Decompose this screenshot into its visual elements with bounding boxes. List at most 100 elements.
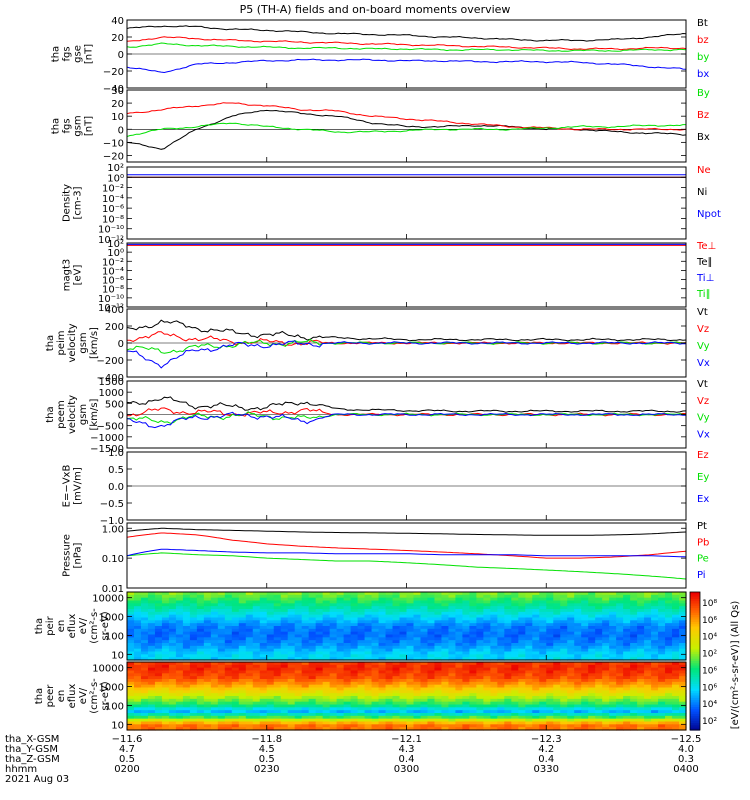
heatmap-cell xyxy=(140,710,149,714)
heatmap-cell xyxy=(280,713,289,717)
heatmap-cell xyxy=(392,657,401,661)
heatmap-cell xyxy=(127,637,135,641)
heatmap-cell xyxy=(441,614,450,619)
colorbar-segment xyxy=(690,654,700,657)
heatmap-cell xyxy=(266,657,275,661)
heatmap-cell xyxy=(140,654,149,658)
heatmap-cell xyxy=(329,681,338,686)
heatmap-cell xyxy=(595,640,603,644)
heatmap-cell xyxy=(301,662,310,666)
heatmap-cell xyxy=(679,718,687,723)
heatmap-cell xyxy=(532,606,540,610)
heatmap-cell xyxy=(497,597,505,602)
heatmap-cell xyxy=(364,721,373,725)
heatmap-cell xyxy=(637,637,645,641)
heatmap-cell xyxy=(469,640,477,644)
heatmap-cell xyxy=(483,724,491,728)
heatmap-cell xyxy=(630,628,638,633)
heatmap-cell xyxy=(196,662,205,666)
heatmap-cell xyxy=(532,592,540,596)
heatmap-cell xyxy=(546,662,554,666)
heatmap-cell xyxy=(539,676,547,680)
heatmap-cell xyxy=(161,628,170,633)
heatmap-cell xyxy=(462,606,470,610)
heatmap-cell xyxy=(532,698,540,703)
heatmap-cell xyxy=(203,684,212,689)
heatmap-cell xyxy=(581,707,589,711)
heatmap-cell xyxy=(224,681,233,686)
heatmap-cell xyxy=(217,620,226,624)
y-axis-label: fgs xyxy=(62,46,73,61)
heatmap-cell xyxy=(203,611,212,616)
heatmap-cell xyxy=(644,687,652,691)
heatmap-cell xyxy=(182,620,191,624)
heatmap-cell xyxy=(497,727,505,731)
heatmap-cell xyxy=(238,617,247,621)
heatmap-cell xyxy=(490,667,498,672)
heatmap-cell xyxy=(469,698,477,703)
y-axis-label: gsm xyxy=(78,332,89,353)
heatmap-cell xyxy=(301,640,310,644)
heatmap-cell xyxy=(273,698,282,703)
heatmap-cell xyxy=(203,617,212,621)
heatmap-cell xyxy=(672,603,680,607)
heatmap-cell xyxy=(644,654,652,658)
heatmap-cell xyxy=(665,664,673,669)
heatmap-cell xyxy=(511,715,519,720)
heatmap-cell xyxy=(616,693,624,697)
y-axis-label: tha xyxy=(45,335,56,351)
heatmap-cell xyxy=(406,715,415,720)
heatmap-cell xyxy=(658,676,666,680)
heatmap-cell xyxy=(553,721,561,725)
heatmap-cell xyxy=(273,693,282,697)
heatmap-cell xyxy=(455,684,463,689)
heatmap-cell xyxy=(644,684,652,689)
heatmap-cell xyxy=(308,662,317,666)
heatmap-cell xyxy=(154,718,163,723)
heatmap-cell xyxy=(364,617,373,621)
heatmap-cell xyxy=(294,721,303,725)
heatmap-cell xyxy=(602,592,610,596)
heatmap-cell xyxy=(210,651,219,655)
heatmap-cell xyxy=(329,631,338,636)
heatmap-cell xyxy=(133,667,142,672)
heatmap-cell xyxy=(658,667,666,672)
heatmap-cell xyxy=(168,718,177,723)
heatmap-cell xyxy=(154,643,163,647)
heatmap-cell xyxy=(595,673,603,677)
colorbar-segment xyxy=(690,677,700,680)
heatmap-cell xyxy=(322,657,331,661)
heatmap-cell xyxy=(441,713,450,717)
heatmap-cell xyxy=(266,724,275,728)
heatmap-cell xyxy=(350,623,359,627)
heatmap-cell xyxy=(434,662,443,666)
heatmap-cell xyxy=(532,690,540,694)
heatmap-cell xyxy=(469,617,477,621)
heatmap-cell xyxy=(651,662,659,666)
heatmap-cell xyxy=(224,600,233,604)
heatmap-cell xyxy=(273,676,282,680)
heatmap-cell xyxy=(581,690,589,694)
heatmap-cell xyxy=(595,634,603,638)
heatmap-cell xyxy=(630,681,638,686)
y-tick-label: −500 xyxy=(97,422,124,433)
heatmap-cell xyxy=(525,664,533,669)
heatmap-cell xyxy=(140,657,149,661)
heatmap-cell xyxy=(588,724,596,728)
heatmap-cell xyxy=(406,634,415,638)
heatmap-cell xyxy=(532,617,540,621)
heatmap-cell xyxy=(511,645,519,650)
heatmap-cell xyxy=(525,617,533,621)
heatmap-cell xyxy=(399,710,408,714)
y-tick-label: 10⁻² xyxy=(102,184,124,195)
heatmap-cell xyxy=(455,592,463,596)
heatmap-cell xyxy=(280,667,289,672)
heatmap-cell xyxy=(420,664,429,669)
heatmap-cell xyxy=(455,713,463,717)
heatmap-cell xyxy=(350,614,359,619)
heatmap-cell xyxy=(301,657,310,661)
heatmap-cell xyxy=(133,592,142,596)
heatmap-cell xyxy=(609,651,617,655)
heatmap-cell xyxy=(273,592,282,596)
